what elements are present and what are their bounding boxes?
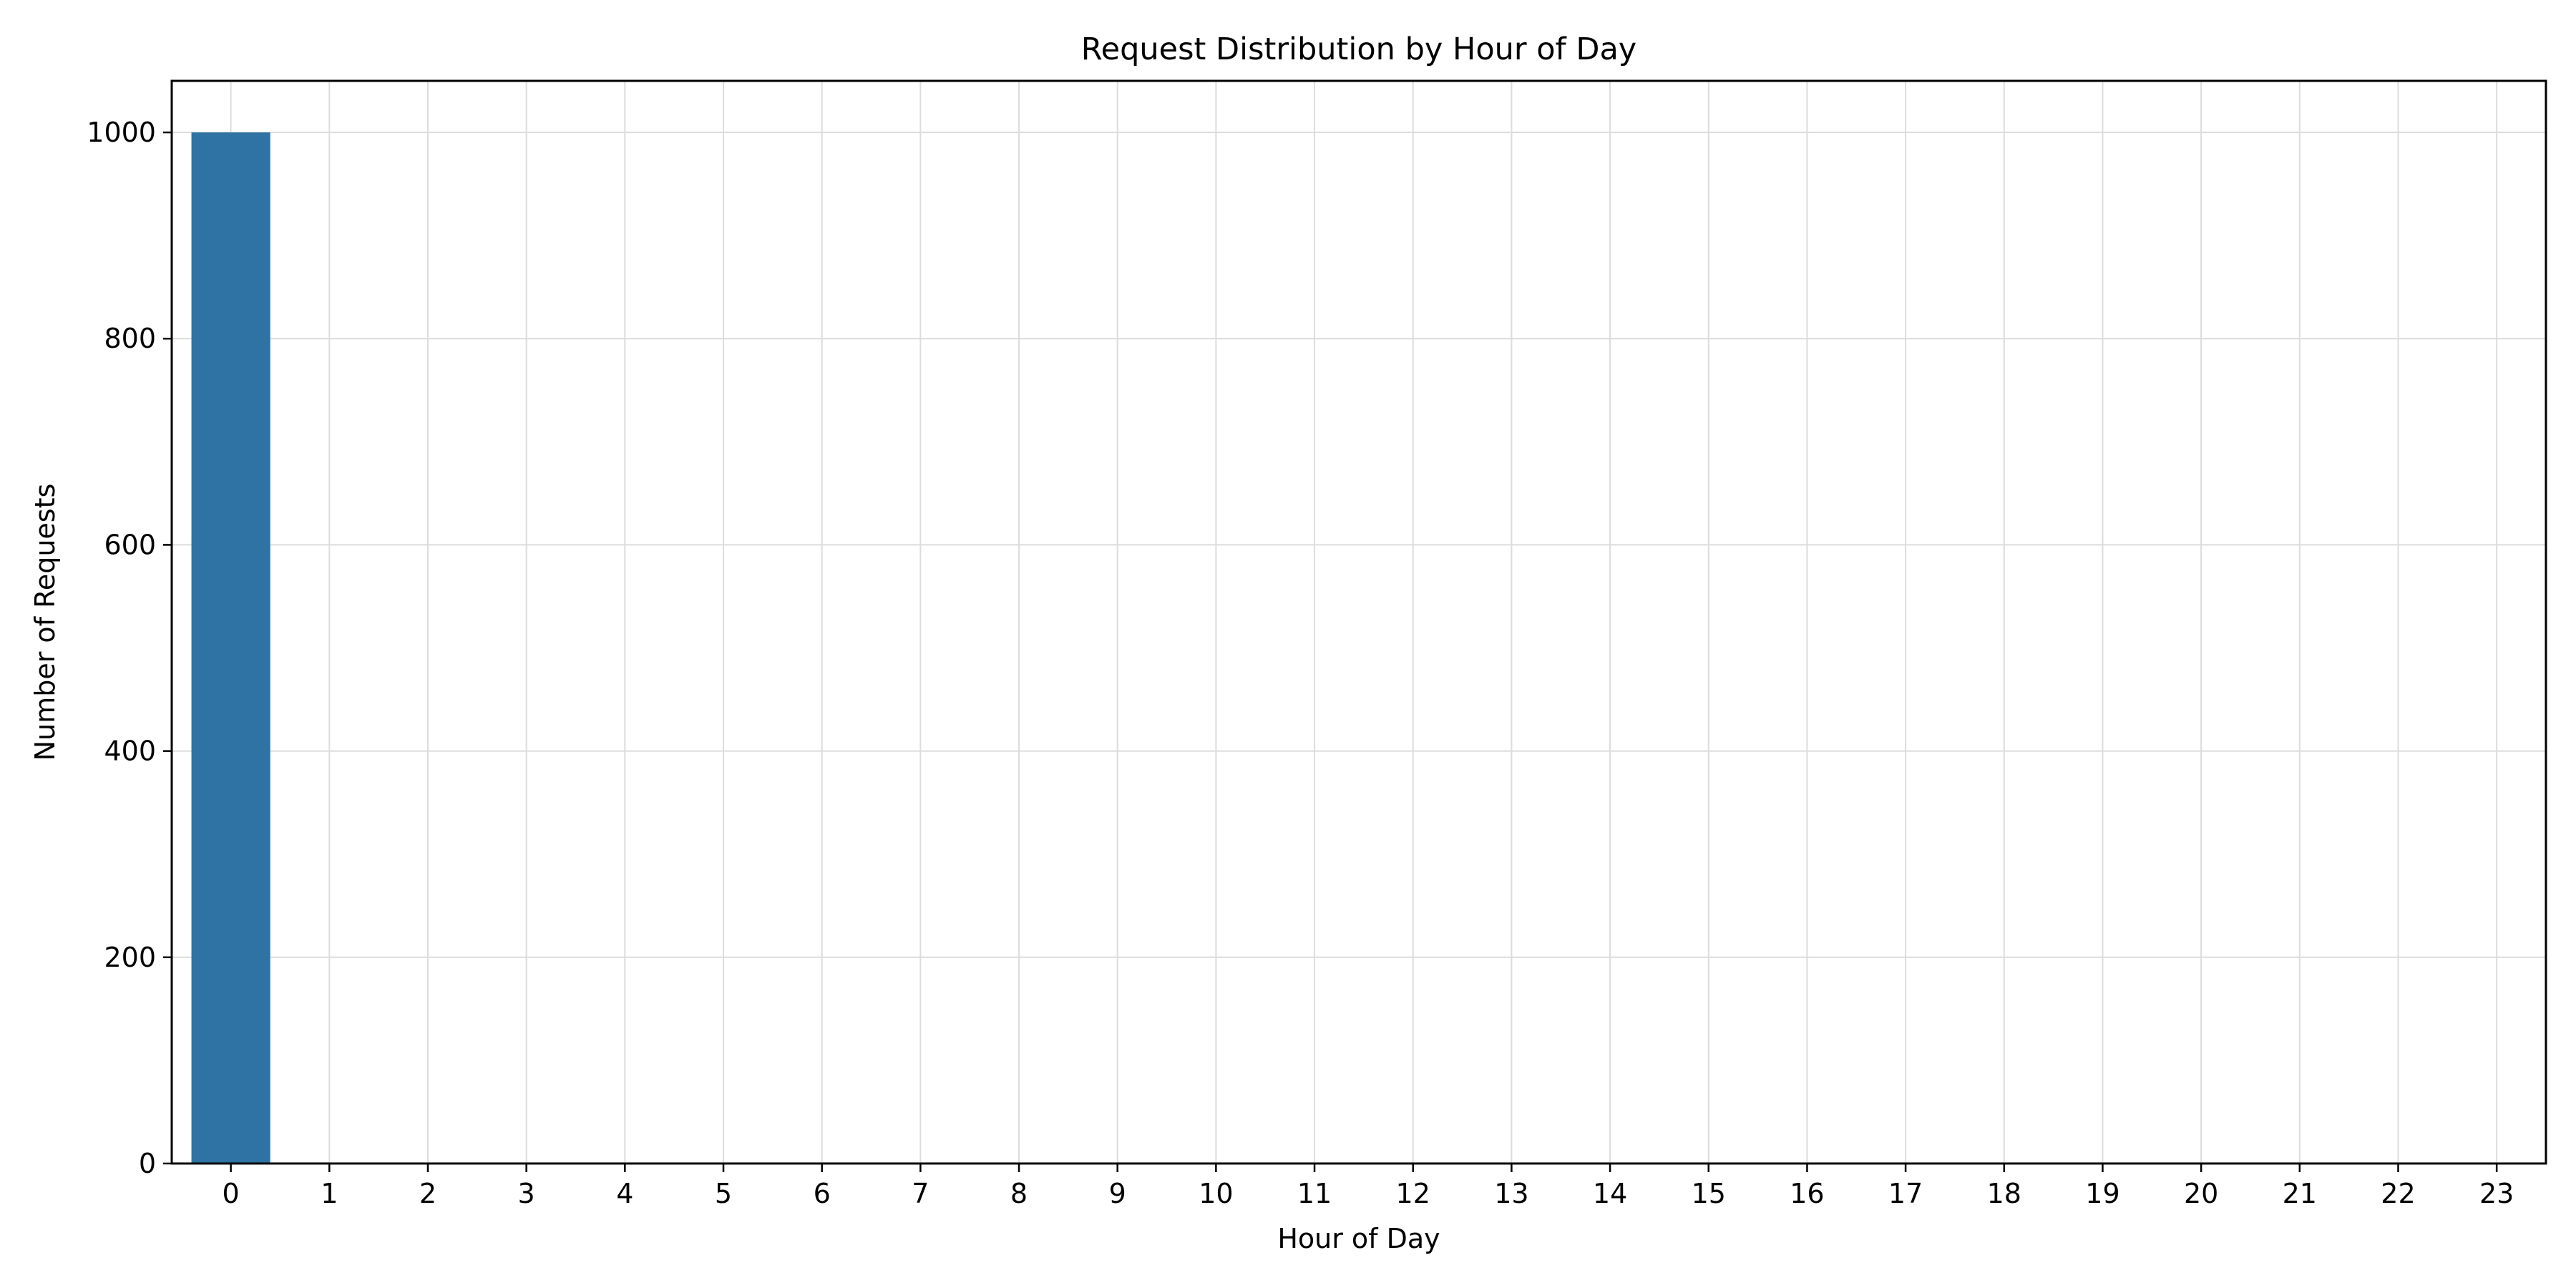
x-tick-label: 19 [2085, 1178, 2119, 1209]
x-tick-label: 4 [616, 1178, 633, 1209]
y-tick-label: 400 [104, 736, 156, 767]
bars [191, 132, 270, 1164]
x-tick-label: 7 [912, 1178, 929, 1209]
x-tick-label: 12 [1396, 1178, 1430, 1209]
x-tick-label: 20 [2184, 1178, 2218, 1209]
x-tick-label: 15 [1692, 1178, 1726, 1209]
x-tick-label: 3 [518, 1178, 535, 1209]
x-tick-label: 2 [419, 1178, 436, 1209]
bar [191, 132, 270, 1164]
x-tick-label: 17 [1888, 1178, 1923, 1209]
x-tick-label: 9 [1109, 1178, 1126, 1209]
y-axis-label: Number of Requests [29, 484, 61, 761]
x-tick-label: 6 [814, 1178, 831, 1209]
chart-title: Request Distribution by Hour of Day [1081, 31, 1637, 67]
x-tick-label: 14 [1593, 1178, 1627, 1209]
y-axis-ticks: 0 200 400 600 800 1000 [87, 117, 172, 1179]
x-tick-label: 23 [2479, 1178, 2514, 1209]
x-tick-label: 11 [1297, 1178, 1332, 1209]
x-tick-label: 13 [1494, 1178, 1528, 1209]
plot-frame [170, 79, 2547, 1165]
x-tick-label: 21 [2283, 1178, 2317, 1209]
y-tick-label: 800 [104, 323, 156, 354]
y-tick-label: 0 [139, 1148, 156, 1179]
x-tick-label: 22 [2381, 1178, 2415, 1209]
x-tick-label: 1 [321, 1178, 338, 1209]
x-tick-label: 16 [1790, 1178, 1824, 1209]
x-tick-label: 10 [1199, 1178, 1233, 1209]
x-tick-label: 0 [223, 1178, 240, 1209]
x-axis-label: Hour of Day [1277, 1223, 1440, 1254]
x-axis-ticks: 0 1 2 3 4 5 6 7 8 9 10 11 12 13 14 15 16 17 18 19 20 21 22 23 [223, 1163, 2514, 1209]
y-tick-label: 1000 [87, 117, 156, 148]
y-tick-label: 200 [104, 942, 156, 973]
y-tick-label: 600 [104, 529, 156, 560]
x-tick-label: 18 [1987, 1178, 2021, 1209]
x-tick-label: 8 [1010, 1178, 1028, 1209]
x-tick-label: 5 [715, 1178, 732, 1209]
